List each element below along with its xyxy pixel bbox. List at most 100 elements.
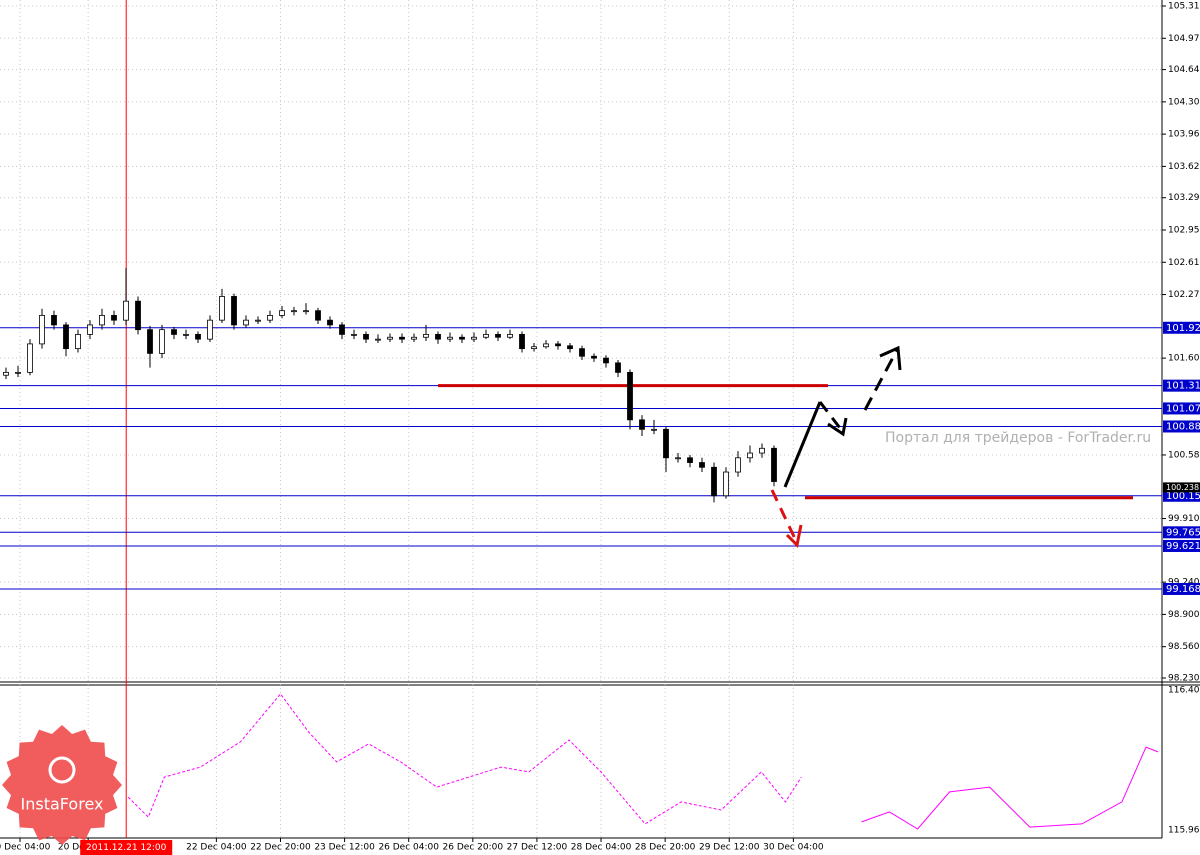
y-tick-label: 103.960 — [1168, 130, 1200, 140]
level-label: 101.92 — [1166, 323, 1200, 334]
candle-body — [411, 336, 417, 340]
candle-body — [303, 310, 309, 313]
indicator-line — [127, 693, 802, 825]
y-tick-label: 103.290 — [1168, 193, 1200, 203]
candle-body — [723, 471, 729, 497]
candle-body — [123, 300, 129, 321]
candle-body — [555, 343, 561, 347]
x-tick-label: 22 Dec 20:00 — [250, 843, 311, 853]
candle-body — [195, 334, 201, 340]
indicator-tick-label: 115.967 — [1168, 826, 1200, 836]
candle-body — [255, 319, 261, 322]
candle-body — [531, 346, 537, 350]
candle-body — [63, 324, 69, 350]
x-tick-label: 26 Dec 04:00 — [378, 843, 439, 853]
candle-body — [159, 329, 165, 354]
candle-body — [183, 334, 189, 336]
candle-body — [351, 334, 357, 336]
candle-body — [399, 336, 405, 340]
candle-body — [171, 329, 177, 335]
current-price-box — [1163, 482, 1200, 493]
candle-body — [315, 310, 321, 321]
candle-body — [519, 334, 525, 350]
x-tick-label: 22 Dec 04:00 — [186, 843, 247, 853]
y-tick-label: 104.640 — [1168, 65, 1200, 75]
candle-body — [651, 428, 657, 431]
y-tick-label: 99.910 — [1168, 514, 1200, 524]
candle-body — [771, 447, 777, 482]
candle-body — [75, 334, 81, 350]
level-label-box — [1163, 379, 1200, 392]
price-axis: 105.310 104.970 104.640 104.300 103.960 103.6… — [1162, 2, 1200, 684]
x-tick-label: 27 Dec 12:00 — [507, 843, 568, 853]
arrow-head — [879, 345, 902, 371]
level-label-box — [1163, 489, 1200, 502]
level-label-box — [1163, 526, 1200, 539]
candle-body — [495, 334, 501, 338]
candle-body — [459, 336, 465, 340]
candle-body — [99, 315, 105, 326]
y-tick-label: 104.970 — [1168, 34, 1200, 44]
y-tick-label: 99.240 — [1168, 578, 1200, 588]
candle-body — [375, 338, 381, 341]
candle-body — [291, 310, 297, 313]
candle-body — [483, 334, 489, 338]
candle-body — [735, 457, 741, 473]
candle-body — [663, 428, 669, 459]
level-label: 101.07 — [1166, 403, 1200, 414]
candle-body — [267, 315, 273, 321]
candle-body — [507, 334, 513, 338]
logo-icon — [48, 756, 76, 784]
y-tick-label: 102.270 — [1168, 290, 1200, 300]
arrow-up — [783, 401, 822, 488]
level-label: 100.15 — [1166, 491, 1200, 502]
candle-body — [447, 336, 453, 340]
x-tick-label: 26 Dec 20:00 — [443, 843, 504, 853]
candle-body — [87, 324, 93, 335]
level-label: 99.621 — [1166, 541, 1200, 552]
candles — [3, 267, 777, 503]
logo-badge — [2, 725, 122, 845]
candle-body — [279, 310, 285, 316]
levels — [0, 327, 1162, 590]
x-tick-label: 28 Dec 04:00 — [571, 843, 632, 853]
candle-body — [711, 466, 717, 497]
candle-body — [219, 296, 225, 321]
candle-body — [243, 319, 249, 326]
candle-body — [747, 452, 753, 459]
x-tick-label: 29 Dec 12:00 — [699, 843, 760, 853]
y-tick-label: 105.310 — [1168, 2, 1200, 12]
candle-body — [207, 319, 213, 340]
candle-body — [27, 343, 33, 373]
arrow-pullback — [818, 401, 845, 433]
candle-body — [543, 343, 549, 348]
level-label-box — [1163, 402, 1200, 415]
y-tick-label: 103.620 — [1168, 162, 1200, 172]
logo: InstaForex — [2, 725, 122, 845]
candle-body — [327, 319, 333, 326]
candle-body — [339, 324, 345, 335]
level-label-box — [1163, 420, 1200, 433]
candle-body — [699, 462, 705, 468]
arrow-head — [827, 417, 848, 437]
candle-body — [603, 357, 609, 364]
indicator: 116.401 115.967 — [127, 686, 1200, 836]
watermark: Портал для трейдеров - ForTrader.ru — [885, 430, 1151, 446]
candle-body — [231, 296, 237, 326]
candle-body — [627, 371, 633, 421]
candle-body — [423, 334, 429, 338]
level-label-box — [1163, 321, 1200, 334]
y-tick-label: 98.900 — [1168, 610, 1200, 620]
current-price-label: 100.238 — [1166, 483, 1199, 492]
candle-body — [51, 315, 57, 326]
candle-body — [135, 300, 141, 331]
y-tick-label: 104.300 — [1168, 97, 1200, 107]
candle-body — [435, 334, 441, 340]
y-tick-label: 102.610 — [1168, 258, 1200, 268]
x-tick-label: 23 Dec 12:00 — [314, 843, 375, 853]
candle-body — [3, 371, 9, 376]
candle-body — [15, 371, 21, 374]
